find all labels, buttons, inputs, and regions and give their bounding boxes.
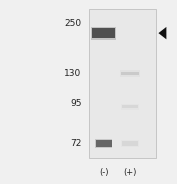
Text: 95: 95 — [70, 99, 81, 107]
Bar — [121, 104, 139, 110]
Polygon shape — [158, 27, 166, 39]
Bar — [122, 105, 138, 108]
Text: (-): (-) — [99, 168, 108, 176]
Text: 72: 72 — [70, 139, 81, 148]
Bar — [92, 28, 115, 38]
Bar — [121, 140, 139, 147]
Bar — [91, 27, 116, 40]
Bar — [96, 140, 112, 147]
Text: (+): (+) — [123, 168, 137, 176]
Bar — [120, 70, 140, 77]
Bar — [122, 141, 138, 146]
Bar — [88, 9, 156, 158]
Bar — [95, 139, 112, 148]
Text: 250: 250 — [64, 20, 81, 28]
Bar — [121, 72, 139, 75]
Text: 130: 130 — [64, 69, 81, 78]
